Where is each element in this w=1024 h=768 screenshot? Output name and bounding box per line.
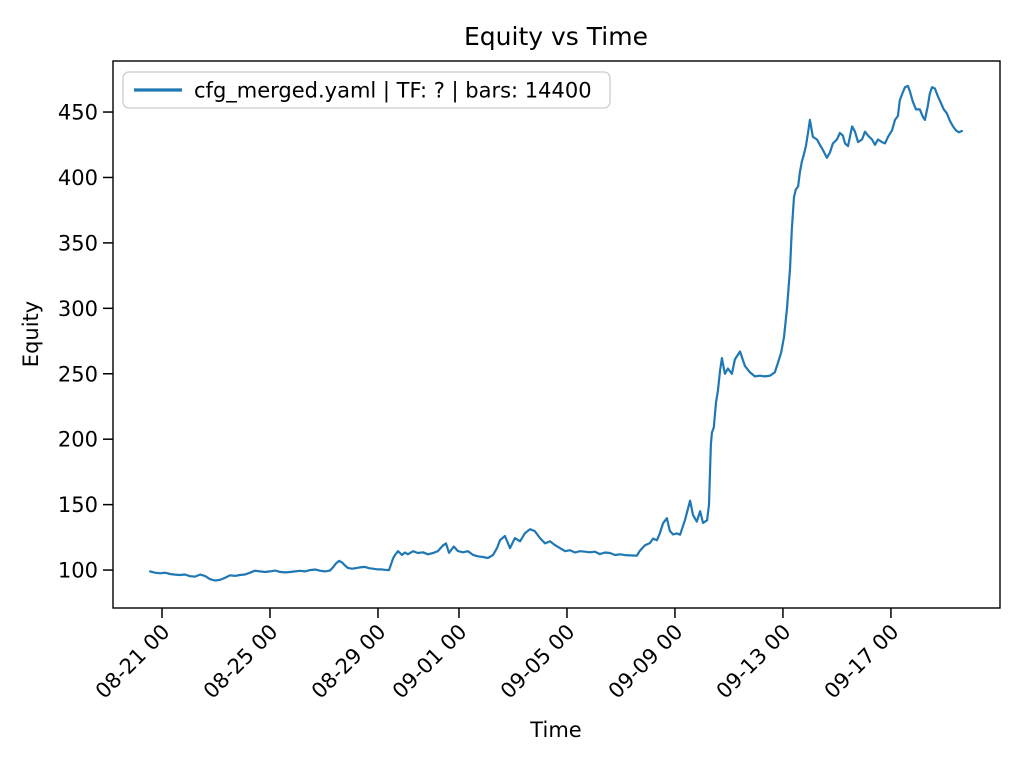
equity-line-series bbox=[149, 84, 964, 582]
y-tick-label: 150 bbox=[58, 493, 98, 517]
x-tick-label: 08-25 00 bbox=[199, 620, 283, 704]
y-axis-ticks: 100 150 200 250 300 350 400 450 bbox=[58, 101, 113, 583]
y-tick-label: 450 bbox=[58, 101, 98, 125]
legend-label: cfg_merged.yaml | TF: ? | bars: 14400 bbox=[194, 79, 592, 104]
x-tick-label: 09-17 00 bbox=[820, 620, 904, 704]
x-axis-label: Time bbox=[529, 718, 581, 742]
y-tick-label: 350 bbox=[58, 231, 98, 255]
x-tick-label: 09-01 00 bbox=[388, 620, 472, 704]
x-tick-label: 08-29 00 bbox=[307, 620, 391, 704]
y-tick-label: 100 bbox=[58, 559, 98, 583]
y-tick-label: 250 bbox=[58, 362, 98, 386]
x-tick-label: 09-09 00 bbox=[604, 620, 688, 704]
chart-title: Equity vs Time bbox=[464, 22, 648, 51]
x-tick-label: 09-13 00 bbox=[712, 620, 796, 704]
y-tick-label: 300 bbox=[58, 297, 98, 321]
x-tick-label: 08-21 00 bbox=[91, 620, 175, 704]
y-tick-label: 200 bbox=[58, 428, 98, 452]
x-tick-label: 09-05 00 bbox=[496, 620, 580, 704]
plot-area-border bbox=[112, 60, 1001, 609]
legend-box bbox=[122, 71, 611, 109]
y-tick-label: 400 bbox=[58, 166, 98, 190]
y-axis-label: Equity bbox=[19, 301, 43, 367]
legend: cfg_merged.yaml | TF: ? | bars: 14400 bbox=[122, 71, 611, 109]
